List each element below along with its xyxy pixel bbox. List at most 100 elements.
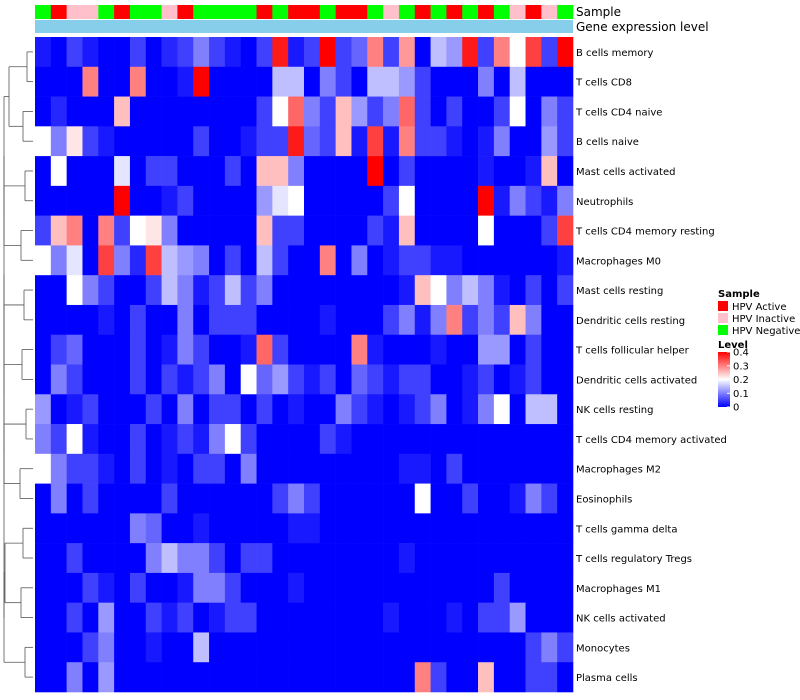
heatmap-cell <box>541 632 558 663</box>
heatmap-cell <box>509 662 526 693</box>
heatmap-cell <box>35 394 52 425</box>
heatmap-cell <box>209 215 226 246</box>
heatmap-cell <box>557 185 574 216</box>
heatmap-cell <box>272 304 289 336</box>
heatmap-cell <box>509 483 526 514</box>
sample-annotation-cell <box>114 5 131 19</box>
heatmap-cell <box>193 304 210 336</box>
heatmap-cell <box>446 453 463 484</box>
heatmap-cell <box>398 37 416 68</box>
heatmap-cell <box>541 662 558 693</box>
heatmap-cell <box>193 334 210 365</box>
heatmap-cell <box>35 364 52 395</box>
heatmap-cell <box>525 37 542 68</box>
heatmap-cell <box>462 662 479 693</box>
heatmap-cell <box>50 245 67 276</box>
heatmap-cell <box>430 364 447 395</box>
heatmap-cell <box>446 334 463 365</box>
heatmap-cell <box>209 334 226 365</box>
heatmap-cell <box>525 632 542 663</box>
sample-legend-label: HPV Active <box>732 302 787 313</box>
heatmap-cell <box>224 156 242 187</box>
heatmap-cell <box>288 602 305 633</box>
heatmap-cell <box>66 245 83 276</box>
heatmap-cell <box>272 334 289 365</box>
heatmap-cell <box>541 394 558 425</box>
heatmap-cell <box>35 126 52 157</box>
heatmap-cell <box>145 275 162 306</box>
heatmap-cell <box>430 543 447 574</box>
heatmap-cell <box>177 334 194 365</box>
heatmap-cell <box>114 632 131 663</box>
sample-annotation-cell <box>177 5 194 19</box>
heatmap-cell <box>114 275 131 306</box>
gene-expression-annotation-bar <box>35 20 573 33</box>
heatmap-cell <box>446 245 463 276</box>
heatmap-cell <box>541 424 558 455</box>
level-tick-label: 0.2 <box>733 375 749 386</box>
heatmap-cell <box>414 37 431 68</box>
heatmap-cell <box>240 632 257 663</box>
heatmap-cell <box>240 275 257 306</box>
heatmap-cell <box>367 156 384 187</box>
heatmap-cell <box>304 394 321 425</box>
heatmap-cell <box>66 424 83 455</box>
heatmap-cell <box>66 275 83 306</box>
heatmap-cell <box>398 304 416 336</box>
heatmap-cell <box>272 513 289 544</box>
heatmap-cell <box>557 453 574 484</box>
heatmap-cell <box>414 334 431 365</box>
heatmap-cell <box>478 483 495 514</box>
row-label: T cells regulatory Tregs <box>575 554 692 565</box>
heatmap-cell <box>256 126 273 157</box>
heatmap-cell <box>541 275 558 306</box>
heatmap-cell <box>462 572 479 603</box>
heatmap-cell <box>145 364 162 395</box>
heatmap-cell <box>525 602 542 633</box>
heatmap-cell <box>351 632 368 663</box>
heatmap-cell <box>383 572 400 603</box>
heatmap-cell <box>525 572 542 603</box>
heatmap-cell <box>177 602 194 633</box>
heatmap-cell <box>129 66 147 97</box>
heatmap-cell <box>446 275 463 306</box>
heatmap-cell <box>509 185 526 216</box>
heatmap-cell <box>177 543 194 574</box>
heatmap-cell <box>161 245 178 276</box>
heatmap-cell <box>288 483 305 514</box>
heatmap-cell <box>383 453 400 484</box>
heatmap-cell <box>98 245 115 276</box>
sample-annotation-cell <box>145 5 162 19</box>
heatmap-cell <box>145 572 162 603</box>
heatmap-cell <box>114 572 131 603</box>
heatmap-cell <box>462 394 479 425</box>
heatmap-cell <box>509 66 526 97</box>
heatmap-cell <box>240 662 257 693</box>
heatmap-cell <box>272 424 289 455</box>
heatmap-cell <box>35 453 52 484</box>
heatmap-cell <box>446 126 463 157</box>
heatmap-cell <box>50 185 67 216</box>
heatmap-cell <box>161 483 178 514</box>
heatmap-cell <box>209 632 226 663</box>
heatmap-cell <box>288 543 305 574</box>
heatmap-cell <box>478 156 495 187</box>
heatmap-cell <box>525 66 542 97</box>
heatmap-cell <box>240 513 257 544</box>
heatmap-cell <box>256 156 273 187</box>
heatmap-cell <box>493 364 511 395</box>
heatmap-cell <box>209 543 226 574</box>
heatmap-cell <box>335 453 352 484</box>
heatmap-cell <box>114 245 131 276</box>
heatmap-cell <box>272 96 289 127</box>
row-label: Neutrophils <box>576 197 633 208</box>
heatmap-cell <box>462 424 479 455</box>
heatmap-cell <box>335 185 352 216</box>
heatmap-cell <box>446 364 463 395</box>
heatmap-cell <box>209 513 226 544</box>
heatmap-cell <box>256 483 273 514</box>
heatmap-cell <box>541 304 558 336</box>
heatmap-cell <box>129 513 147 544</box>
heatmap-cell <box>177 394 194 425</box>
